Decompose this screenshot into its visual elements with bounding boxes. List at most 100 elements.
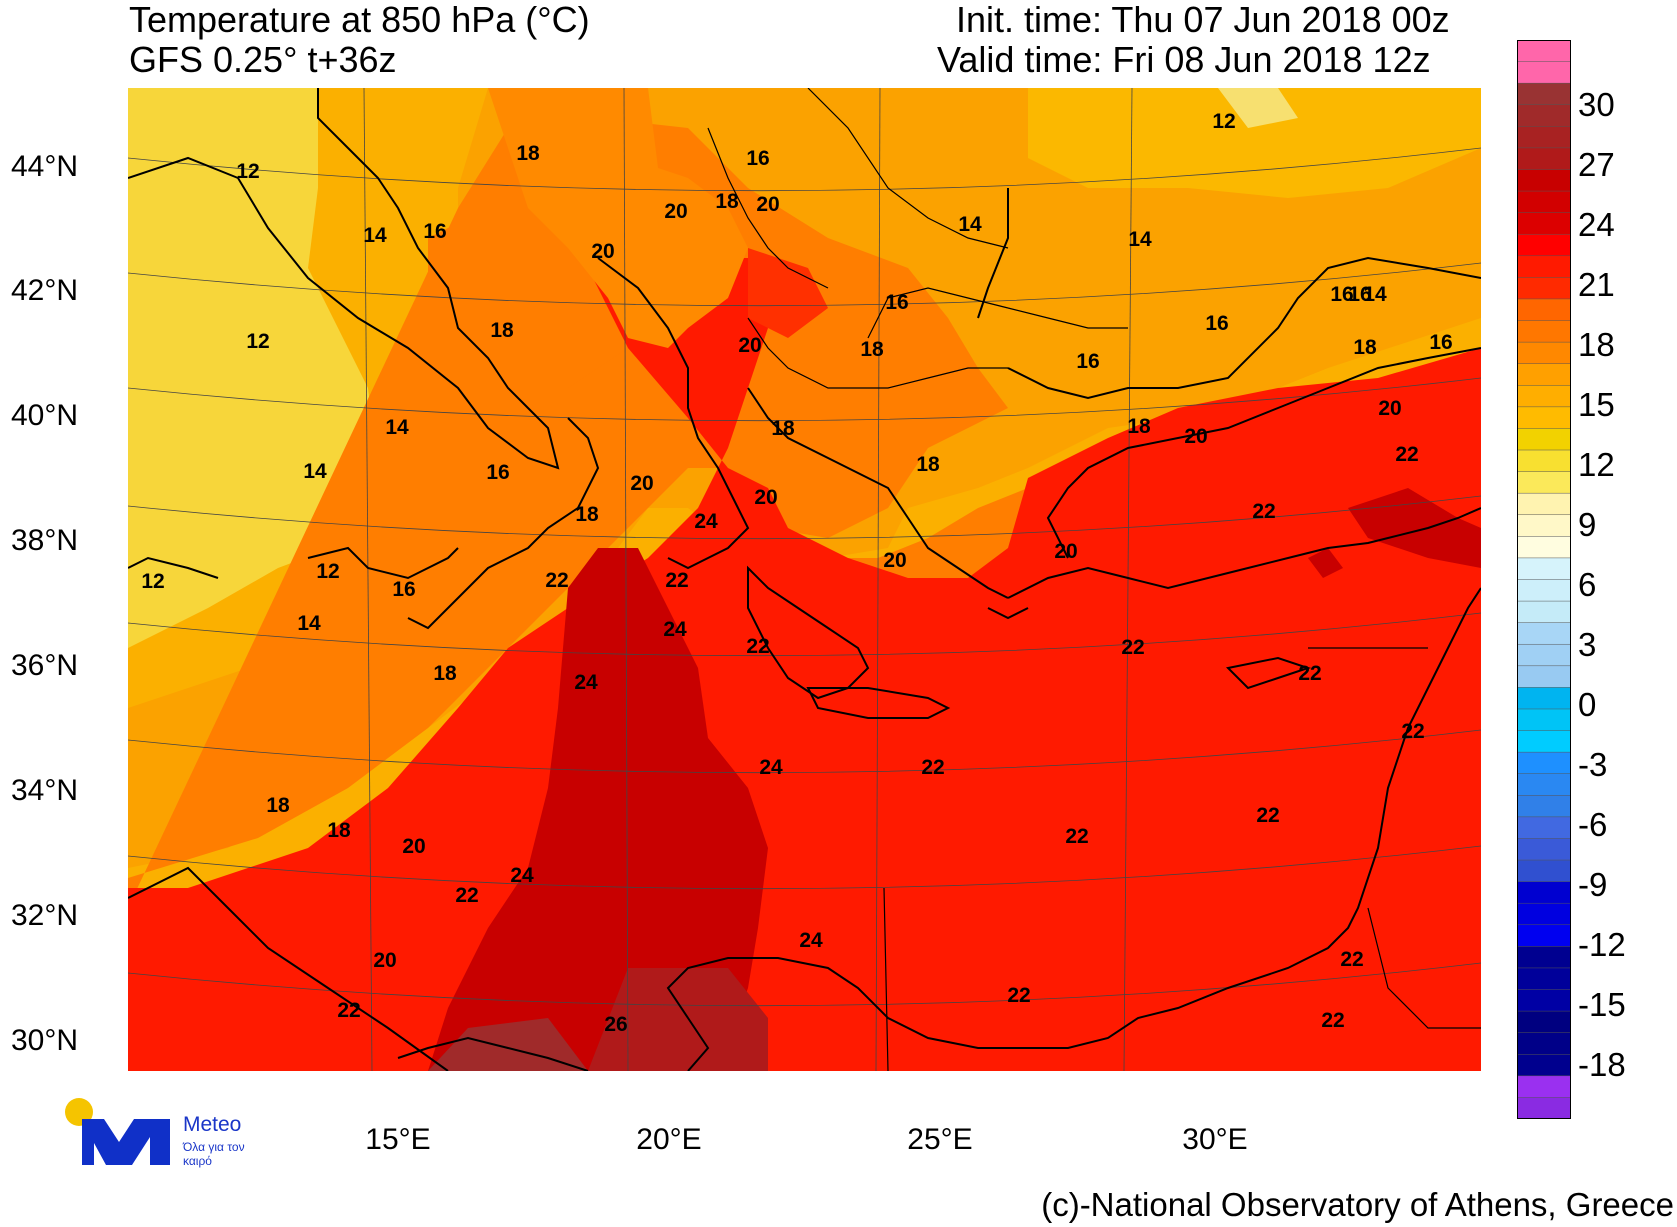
colorbar-label: -15 (1578, 986, 1626, 1023)
contour-label: 24 (759, 756, 783, 779)
colorbar-segment (1517, 212, 1571, 235)
contour-label: 20 (738, 334, 762, 357)
colorbar-segment (1517, 708, 1571, 732)
lat-label: 32°N (10, 899, 78, 932)
lat-label: 34°N (10, 774, 78, 807)
colorbar-label: -3 (1578, 746, 1608, 783)
colorbar-label: 12 (1578, 446, 1615, 483)
contour-label: 24 (694, 510, 718, 533)
contour-label: 18 (1353, 336, 1377, 359)
colorbar-segment (1517, 1011, 1571, 1034)
contour-label: 22 (1321, 1009, 1345, 1032)
lat-label: 30°N (10, 1024, 78, 1057)
contour-label: 20 (402, 835, 426, 858)
colorbar-segment (1517, 277, 1571, 300)
contour-label: 12 (246, 330, 269, 353)
contour-label: 24 (574, 671, 598, 694)
contour-label: 24 (510, 864, 534, 887)
colorbar-segment (1517, 579, 1571, 602)
lat-label: 42°N (10, 274, 78, 307)
lat-label: 36°N (10, 649, 78, 682)
meteo-logo (64, 1097, 264, 1167)
colorbar-segment (1517, 536, 1571, 559)
contour-label: 22 (337, 999, 361, 1022)
contour-label: 18 (516, 142, 540, 165)
colorbar-segment (1517, 1032, 1571, 1055)
contour-label: 22 (1298, 662, 1322, 685)
contour-label: 18 (433, 662, 457, 685)
colorbar-segment (1517, 450, 1571, 473)
logo-name: Meteo (183, 1113, 242, 1136)
contour-label: 18 (860, 338, 884, 361)
colorbar-segment (1517, 255, 1571, 278)
meteo-m-logo-icon (65, 1098, 170, 1165)
colorbar-segment (1517, 1097, 1571, 1119)
contour-label: 20 (754, 486, 778, 509)
colorbar-segment (1517, 406, 1571, 430)
contour-label: 22 (665, 569, 689, 592)
colorbar-segment (1517, 838, 1571, 861)
contour-label: 16 (423, 220, 447, 243)
contour-label: 16 (392, 578, 416, 601)
contour-label: 16 (1348, 283, 1372, 306)
contour-label: 20 (664, 200, 688, 223)
colorbar-segment (1517, 83, 1571, 106)
colorbar (1517, 40, 1571, 1119)
contour-label: 14 (385, 416, 409, 439)
colorbar-segment (1517, 752, 1571, 775)
contour-label: 22 (1340, 948, 1364, 971)
colorbar-segment (1517, 989, 1571, 1012)
colorbar-segment (1517, 622, 1571, 645)
contour-label: 12 (316, 560, 339, 583)
colorbar-segment (1517, 320, 1571, 343)
contour-label: 14 (958, 213, 982, 236)
contour-label: 20 (1054, 540, 1078, 563)
logo-tagline: Όλα για τον καιρό (183, 1140, 245, 1168)
valid-time-label: Valid time: Fri 08 Jun 2018 12z (937, 39, 1431, 80)
contour-label: 22 (1395, 443, 1419, 466)
contour-label: 16 (1076, 350, 1100, 373)
contour-label: 22 (1121, 636, 1145, 659)
colorbar-label: 15 (1578, 386, 1615, 423)
lon-label: 15°E (365, 1123, 431, 1156)
contour-label: 22 (455, 884, 479, 907)
colorbar-segment (1517, 40, 1571, 63)
colorbar-segment (1517, 298, 1571, 322)
contour-label: 22 (1256, 804, 1280, 827)
contour-label: 20 (373, 949, 397, 972)
colorbar-label: 18 (1578, 326, 1615, 363)
lat-label: 40°N (10, 399, 78, 432)
colorbar-segment (1517, 169, 1571, 192)
contour-label: 18 (771, 417, 795, 440)
contour-label: 26 (604, 1013, 628, 1036)
colorbar-label: 0 (1578, 686, 1597, 723)
colorbar-label: 3 (1578, 626, 1597, 663)
contour-label: 20 (756, 193, 780, 216)
contour-label: 20 (630, 472, 654, 495)
contour-label: 16 (1330, 283, 1354, 306)
credit-line: (c)-National Observatory of Athens, Gree… (1041, 1186, 1674, 1223)
contour-label: 22 (1252, 500, 1276, 523)
colorbar-segment (1517, 61, 1571, 84)
colorbar-segment (1517, 967, 1571, 991)
colorbar-segment (1517, 730, 1571, 753)
colorbar-label: 9 (1578, 506, 1597, 543)
colorbar-segment (1517, 773, 1571, 796)
map-title: Temperature at 850 hPa (°C) (129, 0, 590, 40)
contour-label: 16 (486, 461, 510, 484)
lon-label: 30°E (1182, 1123, 1248, 1156)
contour-label: 18 (266, 794, 290, 817)
colorbar-segment (1517, 471, 1571, 494)
contour-label: 20 (1184, 425, 1208, 448)
contour-label: 12 (236, 160, 259, 183)
contour-label: 22 (746, 635, 770, 658)
lat-label: 44°N (10, 150, 78, 183)
colorbar-segment (1517, 903, 1571, 926)
contour-label: 22 (545, 569, 569, 592)
colorbar-segment (1517, 126, 1571, 149)
colorbar-label: -6 (1578, 806, 1608, 843)
colorbar-segment (1517, 385, 1571, 408)
contour-label: 24 (663, 618, 687, 641)
colorbar-segment (1517, 234, 1571, 257)
colorbar-segment (1517, 946, 1571, 969)
